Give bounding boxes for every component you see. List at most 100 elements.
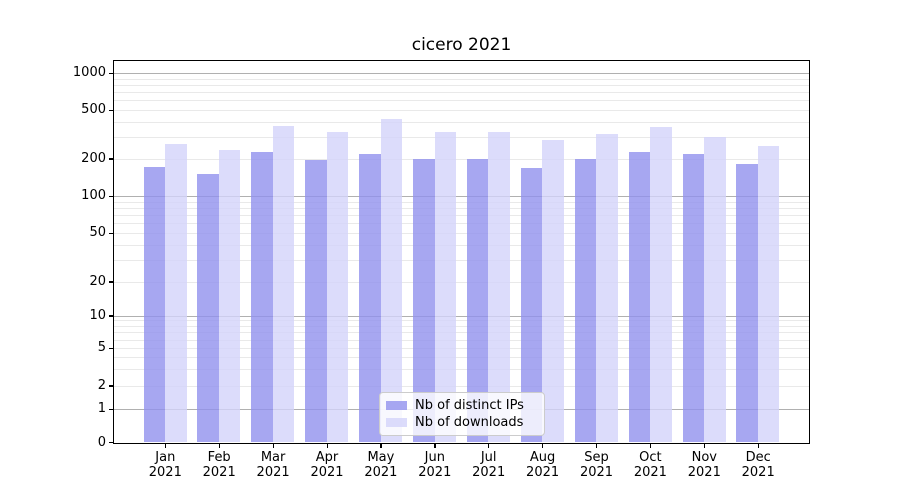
x-tick-mark-jun <box>434 444 436 448</box>
gridline-3 <box>114 368 809 370</box>
x-tick-mark-oct <box>649 444 652 448</box>
x-tick-label-sep: Sep 2021 <box>579 450 614 480</box>
bar-downloads-mar <box>272 125 295 443</box>
bar-ips-feb <box>197 174 219 443</box>
x-tick-label-jun: Jun 2021 <box>418 450 452 480</box>
gridline-500 <box>114 110 809 111</box>
x-tick-label-apr: Apr 2021 <box>310 450 344 480</box>
x-tick-label-dec: Dec 2021 <box>741 450 775 480</box>
gridline-80 <box>114 207 809 209</box>
x-tick-label-oct: Oct 2021 <box>633 450 667 480</box>
y-tick-mark-100 <box>109 195 113 198</box>
gridline-7 <box>114 332 809 334</box>
x-tick-mark-may <box>380 444 382 448</box>
gridline-40 <box>114 244 809 246</box>
x-tick-mark-jul <box>488 444 490 448</box>
y-tick-label-10: 10 <box>89 307 106 323</box>
y-tick-label-1: 1 <box>97 401 106 417</box>
gridline-2 <box>114 385 809 387</box>
bar-downloads-dec <box>757 145 780 443</box>
y-tick-mark-1 <box>109 408 113 411</box>
gridline-600 <box>114 100 809 102</box>
legend-item-distinct-ips: Nb of distinct IPs <box>386 398 536 413</box>
bar-ips-mar <box>251 152 273 443</box>
gridline-9 <box>114 320 809 322</box>
bar-ips-may <box>359 153 381 443</box>
x-tick-label-aug: Aug 2021 <box>526 450 560 480</box>
x-tick-label-feb: Feb 2021 <box>202 450 236 480</box>
y-tick-mark-20 <box>109 281 113 283</box>
gridline-400 <box>114 121 809 123</box>
x-tick-mark-nov <box>703 444 706 448</box>
bar-downloads-oct <box>650 127 672 443</box>
bar-ips-sep <box>574 158 597 443</box>
legend-item-downloads: Nb of downloads <box>386 415 536 430</box>
bar-downloads-sep <box>596 133 618 443</box>
gridline-60 <box>114 223 809 225</box>
legend-swatch-distinct-ips <box>386 401 407 410</box>
y-tick-mark-1000 <box>109 72 113 75</box>
bar-downloads-nov <box>704 137 726 443</box>
y-tick-label-20: 20 <box>89 273 106 289</box>
legend-label-downloads: Nb of downloads <box>415 415 524 430</box>
y-tick-mark-10 <box>109 315 113 317</box>
gridline-50 <box>114 233 809 234</box>
x-tick-mark-apr <box>326 444 328 448</box>
bar-ips-apr <box>305 159 327 443</box>
bar-downloads-feb <box>218 150 241 443</box>
gridline-8 <box>114 326 809 327</box>
y-tick-mark-2 <box>109 385 113 387</box>
y-tick-label-5: 5 <box>97 340 106 356</box>
x-tick-mark-dec <box>757 444 759 448</box>
gridline-10 <box>114 315 809 317</box>
y-tick-label-0: 0 <box>97 434 106 450</box>
gridline-90 <box>114 201 809 203</box>
gridline-300 <box>114 137 809 138</box>
gridline-200 <box>114 158 809 160</box>
gridline-900 <box>114 78 809 80</box>
x-tick-mark-mar <box>272 444 274 448</box>
y-tick-mark-0 <box>109 442 113 444</box>
y-tick-label-2: 2 <box>97 377 106 393</box>
gridline-1000 <box>114 73 809 74</box>
plot-area: Nb of distinct IPs Nb of downloads <box>113 60 810 444</box>
bar-ips-aug <box>520 167 543 443</box>
x-tick-mark-feb <box>218 444 220 448</box>
gridline-6 <box>114 339 809 341</box>
x-tick-label-mar: Mar 2021 <box>256 450 290 480</box>
bar-downloads-aug <box>542 139 564 443</box>
y-tick-mark-50 <box>109 232 113 235</box>
y-tick-label-200: 200 <box>81 150 106 166</box>
y-tick-label-50: 50 <box>89 225 106 241</box>
x-tick-label-nov: Nov 2021 <box>687 450 721 480</box>
gridline-5 <box>114 348 809 349</box>
legend-swatch-downloads <box>386 418 407 427</box>
gridline-4 <box>114 357 809 359</box>
bar-downloads-jul <box>488 132 510 443</box>
gridline-800 <box>114 84 809 86</box>
gridline-20 <box>114 281 809 283</box>
bar-ips-dec <box>736 164 758 443</box>
x-tick-mark-sep <box>596 444 598 448</box>
bar-downloads-may <box>380 119 403 443</box>
y-tick-mark-500 <box>109 109 113 112</box>
bar-downloads-apr <box>326 132 349 443</box>
gridline-70 <box>114 215 809 216</box>
x-tick-label-may: May 2021 <box>364 450 398 480</box>
bar-ips-nov <box>682 153 704 443</box>
gridline-700 <box>114 92 809 93</box>
chart-title: cicero 2021 <box>411 35 512 55</box>
legend: Nb of distinct IPs Nb of downloads <box>379 392 545 436</box>
bar-ips-oct <box>628 151 651 443</box>
legend-label-distinct-ips: Nb of distinct IPs <box>415 398 524 413</box>
y-tick-label-500: 500 <box>81 102 106 118</box>
bar-ips-jun <box>413 158 435 443</box>
y-tick-mark-5 <box>109 347 113 350</box>
bar-downloads-jun <box>434 131 456 443</box>
y-tick-mark-200 <box>109 158 113 160</box>
gridline-30 <box>114 260 809 261</box>
y-tick-label-1000: 1000 <box>72 65 106 81</box>
bar-downloads-jan <box>165 143 187 443</box>
gridline-100 <box>114 196 809 197</box>
